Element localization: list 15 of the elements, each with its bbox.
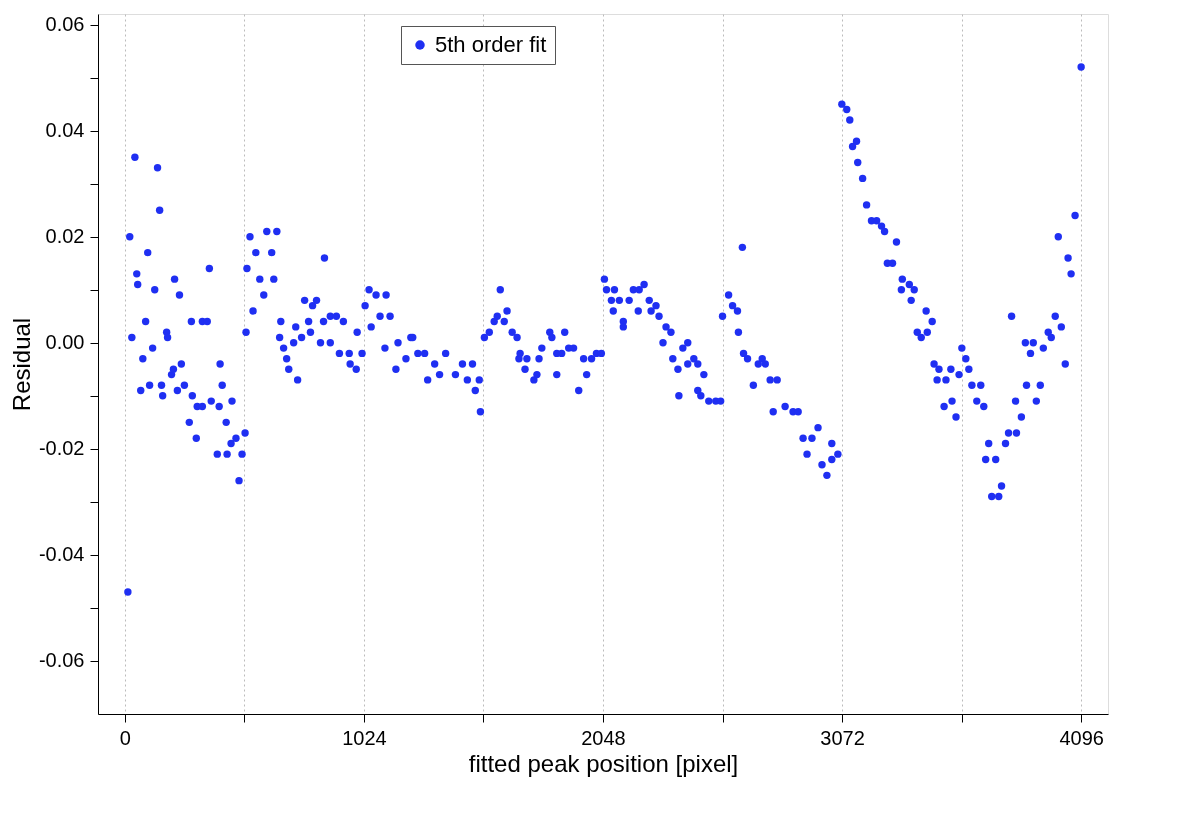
- y-axis-title: Residual: [7, 317, 35, 412]
- x-tick-label: 3072: [820, 726, 865, 749]
- legend-label: 5th order fit: [435, 32, 547, 57]
- y-tick-label: 0.04: [45, 119, 85, 142]
- y-tick-label: -0.04: [38, 543, 85, 566]
- x-tick-label: 1024: [342, 726, 387, 749]
- y-tick-label: -0.06: [38, 649, 85, 672]
- y-tick-label: -0.02: [38, 437, 85, 460]
- x-axis-title: fitted peak position [pixel]: [468, 749, 739, 777]
- x-tick-label: 2048: [581, 726, 626, 749]
- x-tick-label: 4096: [1059, 726, 1104, 749]
- x-tick-label: 0: [119, 726, 131, 749]
- y-tick-label: 0.02: [45, 225, 85, 248]
- y-tick-label: 0.00: [45, 331, 85, 354]
- y-tick-label: 0.06: [45, 13, 85, 36]
